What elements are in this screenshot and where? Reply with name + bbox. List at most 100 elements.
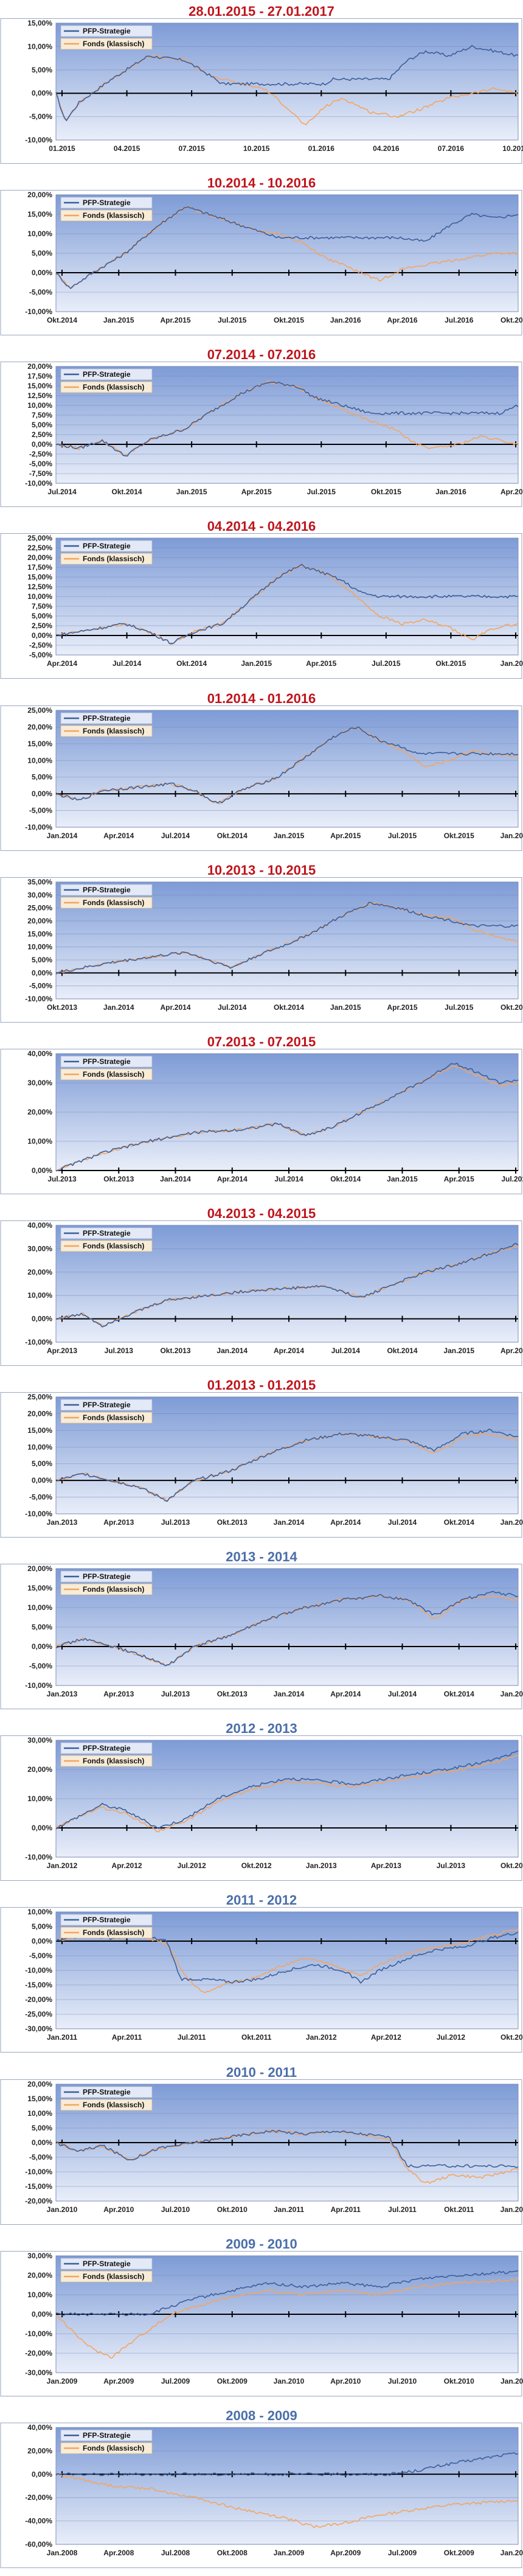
y-tick-label: 5,00% (32, 612, 52, 620)
y-tick-label: 10,00% (27, 1908, 52, 1916)
x-tick-label: Jan.2016 (435, 488, 466, 496)
x-tick-label: Apr.2010 (103, 2205, 134, 2214)
y-tick-label: 20,00% (27, 1765, 52, 1774)
x-tick-label: Jan.2015 (443, 1346, 474, 1355)
line-chart: -10,00% -5,00% 0,00% 5,00% 10,00% 15,00% 20,00… (0, 190, 523, 336)
x-tick-label: Jan.2015 (274, 831, 305, 840)
legend: PFP-Strategie Fonds (klassisch) (60, 2429, 153, 2454)
y-tick-label: 35,00% (27, 878, 52, 886)
x-tick-label: Okt.2010 (217, 2205, 248, 2214)
series-line-strategy (55, 2129, 519, 2168)
legend-box-fund (60, 897, 153, 909)
legend-box-strategy (60, 540, 153, 552)
y-tick-label: 30,00% (27, 1736, 52, 1745)
y-tick-label: 20,00% (27, 1564, 52, 1573)
legend-box-fund (60, 381, 153, 393)
x-tick-label: Jan.2016 (500, 659, 523, 668)
y-tick-label: 5,00% (32, 1623, 52, 1631)
x-tick-label: 10.2015 (243, 144, 270, 153)
y-tick-label: 15,00% (27, 210, 52, 219)
chart-panel: 01.2014 - 01.2016 -10,00% -5,00% 0,00% 5,00%… (0, 687, 523, 859)
x-tick-label: Jul.2014 (274, 1175, 303, 1183)
x-tick-label: Jan.2010 (47, 2205, 78, 2214)
y-tick-label: 20,00% (27, 362, 52, 371)
legend-label-strategy: PFP-Strategie (83, 714, 131, 723)
x-tick-label: Apr.2014 (47, 659, 77, 668)
x-tick-label: Jan.2016 (500, 831, 523, 840)
y-tick-label: 25,00% (27, 534, 52, 542)
legend-label-strategy: PFP-Strategie (83, 1057, 131, 1066)
series-line-strategy (55, 44, 519, 121)
y-tick-label: 20,00% (27, 553, 52, 562)
y-tick-label: 25,00% (27, 903, 52, 912)
y-tick-label: 10,00% (27, 1603, 52, 1612)
x-tick-label: Okt.2014 (387, 1346, 417, 1355)
x-tick-label: Jul.2014 (113, 659, 142, 668)
x-tick-label: Jan.2012 (500, 2205, 523, 2214)
y-tick-label: 5,00% (32, 66, 52, 74)
legend-label-fund: Fonds (klassisch) (83, 1585, 144, 1594)
x-tick-label: Apr.2012 (371, 2033, 401, 2042)
y-tick-label: 0,00% (32, 2138, 52, 2147)
y-tick-label: 40,00% (27, 1221, 52, 1230)
legend-label-strategy: PFP-Strategie (83, 1744, 131, 1752)
y-tick-label: -10,00% (25, 995, 52, 1003)
y-tick-label: 10,00% (27, 942, 52, 951)
y-tick-label: -30,00% (25, 2025, 52, 2033)
x-tick-label: Okt.2012 (500, 2033, 523, 2042)
y-tick-label: 0,00% (32, 1642, 52, 1651)
x-tick-label: Jan.2014 (274, 1518, 305, 1527)
chart-title: 01.2014 - 01.2016 (207, 690, 316, 706)
legend-box-strategy (60, 197, 153, 209)
x-tick-label: Okt.2013 (217, 1690, 248, 1698)
y-tick-label: 15,00% (27, 929, 52, 938)
x-tick-label: Jan.2010 (500, 2549, 523, 2557)
chart-title: 07.2014 - 07.2016 (207, 347, 316, 363)
series-line-fund (55, 1432, 519, 1502)
x-tick-label: Jul.2014 (331, 1346, 361, 1355)
y-tick-label: 10,00% (27, 1443, 52, 1451)
y-tick-label: -15,00% (25, 2182, 52, 2191)
y-tick-label: 5,00% (32, 956, 52, 964)
y-tick-label: 10,00% (27, 42, 52, 51)
y-tick-label: 10,00% (27, 229, 52, 238)
y-tick-label: 20,00% (27, 191, 52, 199)
y-tick-label: 30,00% (27, 891, 52, 899)
y-tick-label: 20,00% (27, 2271, 52, 2280)
legend-box-fund (60, 1240, 153, 1252)
line-chart: 0,00% 10,00% 20,00% 30,00% 40,00% Jul.2013 Okt… (0, 1048, 523, 1194)
y-tick-label: 2,50% (32, 621, 52, 630)
chart-panel: 2012 - 2013 -10,00% 0,00% 10,00% 20,00% 30,00… (0, 1717, 523, 1889)
legend-box-fund (60, 2442, 153, 2454)
x-tick-label: Okt.2013 (217, 1518, 248, 1527)
legend-box-strategy (60, 2086, 153, 2098)
x-tick-label: 04.2016 (373, 144, 400, 153)
x-tick-label: Apr.2015 (444, 1175, 474, 1183)
x-tick-label: Jan.2013 (306, 1861, 337, 1870)
x-tick-label: Okt.2014 (217, 831, 248, 840)
legend-box-strategy (60, 1914, 153, 1926)
x-tick-label: Jan.2008 (47, 2549, 78, 2557)
chart-title: 07.2013 - 07.2015 (207, 1034, 316, 1049)
x-tick-label: Apr.2016 (387, 316, 417, 324)
legend-label-strategy: PFP-Strategie (83, 1401, 131, 1409)
x-tick-label: Jan.2015 (103, 316, 134, 324)
y-tick-label: 20,00% (27, 723, 52, 731)
x-tick-label: Apr.2010 (330, 2377, 361, 2385)
y-tick-label: 10,00% (27, 2109, 52, 2118)
y-tick-label: -60,00% (25, 2540, 52, 2549)
x-tick-label: Jan.2013 (47, 1518, 78, 1527)
x-tick-label: Apr.2013 (103, 1518, 134, 1527)
x-tick-label: 01.2016 (308, 144, 335, 153)
y-tick-label: 15,00% (27, 1584, 52, 1592)
chart-panel: 07.2014 - 07.2016 -10,00% -7,50% -5,00% -2,5… (0, 343, 523, 515)
y-tick-label: 5,00% (32, 1922, 52, 1931)
legend-label-fund: Fonds (klassisch) (83, 1757, 144, 1765)
legend-box-strategy (60, 884, 153, 896)
y-tick-label: 15,00% (27, 739, 52, 747)
chart-title: 10.2013 - 10.2015 (207, 862, 316, 878)
y-tick-label: 0,00% (32, 968, 52, 977)
x-tick-label: Apr.2009 (103, 2377, 134, 2385)
x-tick-label: Jul.2014 (161, 831, 190, 840)
x-tick-label: Okt.2014 (47, 316, 77, 324)
